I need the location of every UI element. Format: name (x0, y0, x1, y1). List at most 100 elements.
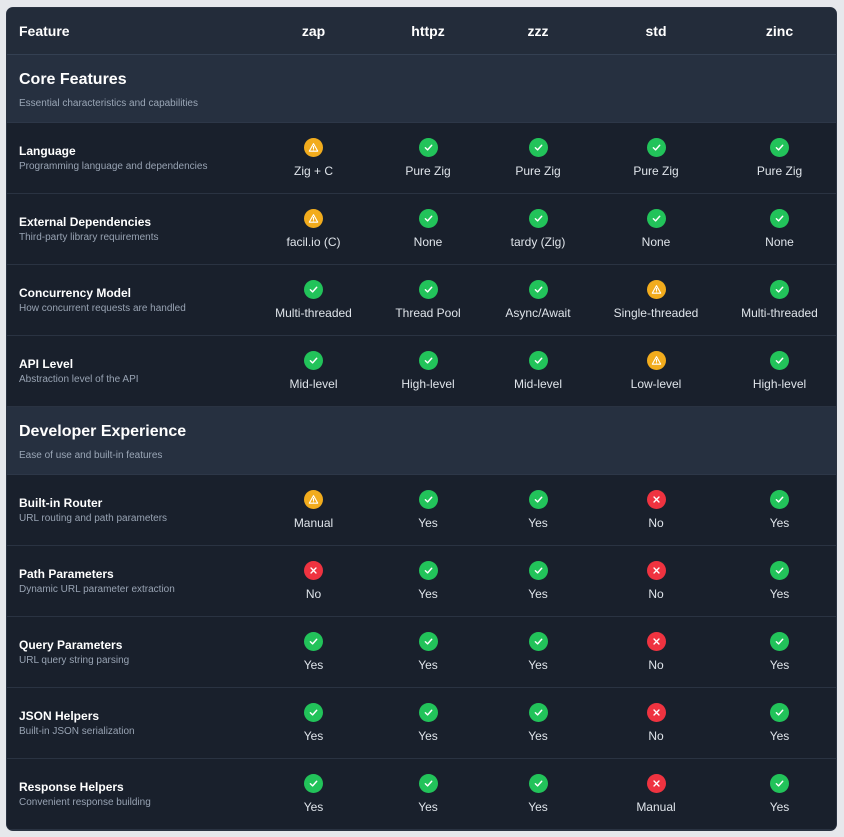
value-cell: High-level (722, 351, 836, 391)
value-cell: Yes (257, 632, 370, 672)
value-cell: Yes (722, 703, 836, 743)
check-icon (418, 351, 438, 370)
check-icon (770, 138, 789, 157)
value-text: Pure Zig (405, 164, 451, 178)
value-cell: No (590, 490, 722, 530)
feature-description: URL query string parsing (19, 655, 130, 666)
feature-cell: Built-in Router URL routing and path para… (7, 496, 257, 524)
value-cell: Yes (486, 561, 590, 601)
value-text: Pure Zig (515, 164, 561, 178)
value-text: Yes (769, 587, 790, 601)
check-icon (528, 561, 548, 580)
value-cell: High-level (370, 351, 486, 391)
value-text: Single-threaded (613, 306, 699, 320)
check-icon (304, 351, 323, 370)
check-icon (304, 703, 323, 722)
warning-icon (304, 490, 323, 509)
value-text: Thread Pool (395, 306, 461, 320)
feature-name: Language (19, 144, 76, 158)
check-icon (646, 209, 666, 228)
check-icon (528, 351, 548, 370)
value-text: Yes (528, 516, 548, 530)
value-text: No (648, 587, 664, 601)
value-cell: tardy (Zig) (486, 209, 590, 249)
value-cell: None (722, 209, 836, 249)
value-cell: No (590, 632, 722, 672)
value-text: Yes (769, 800, 790, 814)
feature-cell: API Level Abstraction level of the API (7, 357, 257, 385)
value-cell: Yes (486, 490, 590, 530)
check-icon (418, 209, 438, 228)
value-text: Manual (293, 516, 334, 530)
check-icon (528, 703, 548, 722)
value-cell: Yes (257, 703, 370, 743)
check-icon (304, 774, 323, 793)
feature-cell: Query Parameters URL query string parsing (7, 638, 257, 666)
value-cell: Single-threaded (590, 280, 722, 320)
value-cell: Yes (722, 561, 836, 601)
check-icon (770, 703, 789, 722)
value-text: No (648, 658, 664, 672)
value-text: Async/Await (505, 306, 571, 320)
feature-name: Built-in Router (19, 496, 103, 510)
check-icon (528, 209, 548, 228)
section-subtitle: Essential characteristics and capabiliti… (19, 97, 198, 109)
check-icon (304, 280, 323, 299)
value-cell: Yes (257, 774, 370, 814)
value-text: Yes (418, 658, 438, 672)
section-title: Developer Experience (19, 422, 187, 440)
value-cell: Yes (370, 774, 486, 814)
value-text: facil.io (C) (286, 235, 341, 249)
check-icon (418, 561, 438, 580)
cross-icon (646, 703, 666, 722)
value-text: None (641, 235, 671, 249)
value-cell: Zig + C (257, 138, 370, 178)
header-httpz: httpz (411, 23, 445, 39)
cross-icon (646, 632, 666, 651)
value-text: No (305, 587, 322, 601)
cross-icon (646, 561, 666, 580)
value-cell: Yes (722, 632, 836, 672)
check-icon (528, 280, 548, 299)
value-text: Yes (303, 729, 324, 743)
value-text: High-level (752, 377, 807, 391)
value-cell: Yes (486, 703, 590, 743)
check-icon (418, 490, 438, 509)
value-text: Yes (418, 516, 438, 530)
check-icon (418, 774, 438, 793)
feature-name: Concurrency Model (19, 286, 132, 300)
value-cell: Mid-level (486, 351, 590, 391)
check-icon (770, 774, 789, 793)
section-header: Core Features Essential characteristics a… (7, 55, 836, 123)
value-text: Yes (528, 800, 548, 814)
header-feature: Feature (19, 23, 70, 39)
value-text: None (765, 235, 794, 249)
check-icon (770, 632, 789, 651)
check-icon (646, 138, 666, 157)
value-cell: None (590, 209, 722, 249)
value-text: Yes (528, 658, 548, 672)
cross-icon (646, 774, 666, 793)
feature-name: Query Parameters (19, 638, 123, 652)
value-cell: Pure Zig (590, 138, 722, 178)
value-text: Yes (303, 658, 324, 672)
check-icon (770, 490, 789, 509)
check-icon (770, 209, 789, 228)
value-text: No (648, 516, 664, 530)
value-text: No (648, 729, 664, 743)
value-cell: No (590, 703, 722, 743)
check-icon (528, 774, 548, 793)
warning-icon (304, 138, 323, 157)
check-icon (770, 280, 789, 299)
feature-name: JSON Helpers (19, 709, 100, 723)
value-text: Yes (303, 800, 324, 814)
value-text: High-level (401, 377, 455, 391)
warning-icon (646, 351, 666, 370)
table-row: Response Helpers Convenient response buil… (7, 759, 836, 830)
feature-name: Path Parameters (19, 567, 114, 581)
value-text: Yes (769, 658, 790, 672)
feature-name: External Dependencies (19, 215, 152, 229)
value-cell: Mid-level (257, 351, 370, 391)
value-text: Yes (769, 729, 790, 743)
value-cell: Yes (370, 632, 486, 672)
